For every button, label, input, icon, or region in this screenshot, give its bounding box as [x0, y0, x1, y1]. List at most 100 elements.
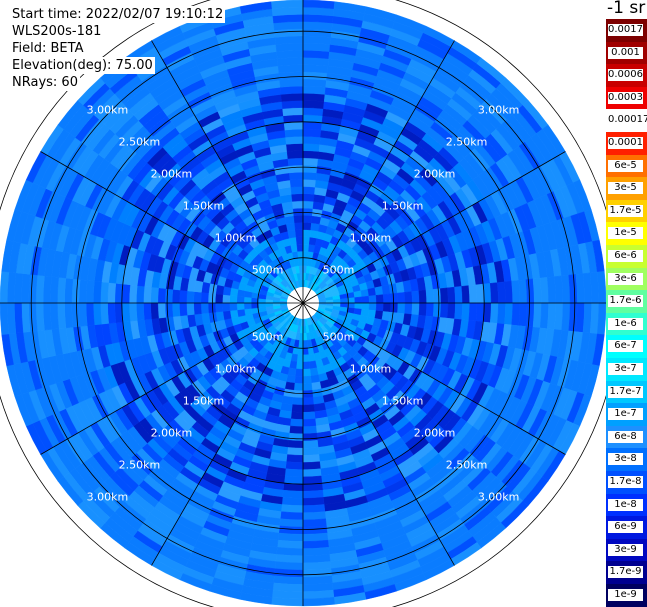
ppi-cell — [293, 215, 304, 224]
elevation-label: Elevation(deg): 75.00 — [10, 57, 155, 74]
ppi-cell — [287, 229, 297, 239]
colorbar-tick-label: 0.00017 — [608, 114, 647, 127]
start-time-label: Start time: 2022/02/07 19:10:12 — [10, 6, 226, 23]
ppi-cell — [150, 302, 159, 320]
range-ring-label: 2.50km — [446, 459, 488, 472]
ppi-cell — [425, 302, 435, 317]
ppi-cell — [150, 286, 159, 304]
ppi-cell — [236, 308, 246, 318]
ppi-cell — [332, 298, 341, 304]
ppi-cell — [547, 302, 556, 330]
ppi-cell — [302, 222, 312, 231]
ppi-cell — [243, 296, 252, 304]
ppi-cell — [302, 200, 314, 209]
ppi-cell — [291, 404, 304, 413]
ppi-cell — [136, 302, 145, 321]
ppi-cell — [302, 193, 315, 202]
azimuth-spoke — [302, 151, 566, 304]
ppi-cell — [288, 432, 304, 442]
ppi-cell — [71, 302, 81, 328]
ppi-cell — [390, 292, 399, 304]
ppi-cell — [136, 285, 145, 304]
ppi-cell — [302, 447, 320, 456]
ppi-cell — [292, 390, 304, 399]
colorbar-tick-label: 3e-8 — [608, 453, 643, 466]
ppi-cell — [302, 85, 326, 95]
ppi-cell — [302, 354, 310, 363]
ppi-cell — [374, 286, 384, 296]
ppi-cell — [164, 288, 174, 304]
ppi-cell — [215, 293, 224, 304]
ppi-cell — [375, 294, 384, 304]
colorbar-tick-label: 0.0017 — [608, 24, 643, 36]
ppi-cell — [285, 461, 304, 470]
ppi-cell — [302, 100, 325, 109]
ppi-cell — [292, 207, 304, 216]
ppi-cell — [289, 425, 304, 435]
ppi-cell — [382, 293, 391, 304]
ppi-cell — [278, 525, 304, 535]
colorbar-tick-label: 1e-9 — [608, 589, 643, 601]
ppi-cell — [286, 143, 304, 152]
range-ring-label: 3.00km — [478, 103, 520, 116]
ppi-cell — [272, 302, 281, 307]
ppi-cell — [277, 57, 304, 67]
ppi-cell — [222, 294, 231, 304]
ppi-cell — [302, 71, 328, 81]
ppi-cell — [361, 302, 370, 311]
ppi-cell — [439, 287, 449, 304]
ppi-cell — [0, 302, 10, 335]
colorbar-tick-label: 1.7e-6 — [608, 295, 643, 308]
ppi-cell — [518, 279, 528, 304]
ppi-cell — [100, 302, 109, 325]
ppi-cell — [454, 286, 463, 304]
ppi-cell — [302, 361, 311, 370]
ppi-cell — [229, 295, 238, 304]
ppi-cell — [28, 274, 38, 304]
colorbar-tick-label: 3e-5 — [608, 182, 643, 195]
azimuth-spoke — [40, 151, 304, 304]
ppi-cell — [71, 278, 81, 304]
range-ring-label: 3.00km — [478, 491, 520, 504]
ppi-cell — [418, 302, 427, 317]
ppi-cell — [42, 275, 52, 304]
ppi-cell — [143, 286, 152, 304]
ppi-cell — [35, 274, 45, 304]
ppi-cell — [295, 361, 304, 370]
ppi-cell — [157, 302, 167, 319]
range-ring-label: 1.00km — [215, 362, 257, 375]
ppi-cell — [302, 497, 325, 506]
ppi-cell — [411, 290, 420, 304]
ppi-cell — [276, 50, 304, 59]
ppi-cell — [554, 302, 564, 331]
ppi-cell — [57, 302, 67, 329]
ppi-cell — [411, 302, 420, 316]
ppi-cell — [289, 171, 304, 181]
ppi-cell — [302, 418, 317, 427]
ppi-cell — [222, 310, 232, 320]
ppi-cell — [78, 302, 88, 327]
ppi-cell — [308, 360, 318, 370]
range-ring-label: 500m — [323, 264, 355, 277]
ppi-cell — [425, 289, 435, 304]
ppi-cell — [236, 302, 245, 311]
ppi-cell — [302, 186, 316, 195]
ppi-cell — [302, 179, 317, 188]
ppi-cells — [0, 0, 607, 607]
ppi-cell — [432, 302, 442, 318]
ppi-cell — [286, 447, 304, 456]
colorbar-tick-label: 0.0001 — [608, 137, 643, 149]
ppi-cell — [368, 302, 377, 311]
ppi-cell — [292, 200, 304, 209]
ppi-cell — [302, 468, 322, 478]
ppi-cell — [298, 258, 304, 266]
ppi-cell — [274, 561, 304, 571]
ppi-cell — [280, 511, 304, 521]
ppi-cell — [186, 290, 195, 304]
ppi-cell — [360, 288, 370, 298]
ppi-cell — [28, 302, 38, 332]
ppi-cell — [302, 340, 308, 348]
ppi-cell — [193, 302, 202, 315]
ppi-cell — [258, 302, 266, 308]
ppi-cell — [532, 277, 542, 304]
